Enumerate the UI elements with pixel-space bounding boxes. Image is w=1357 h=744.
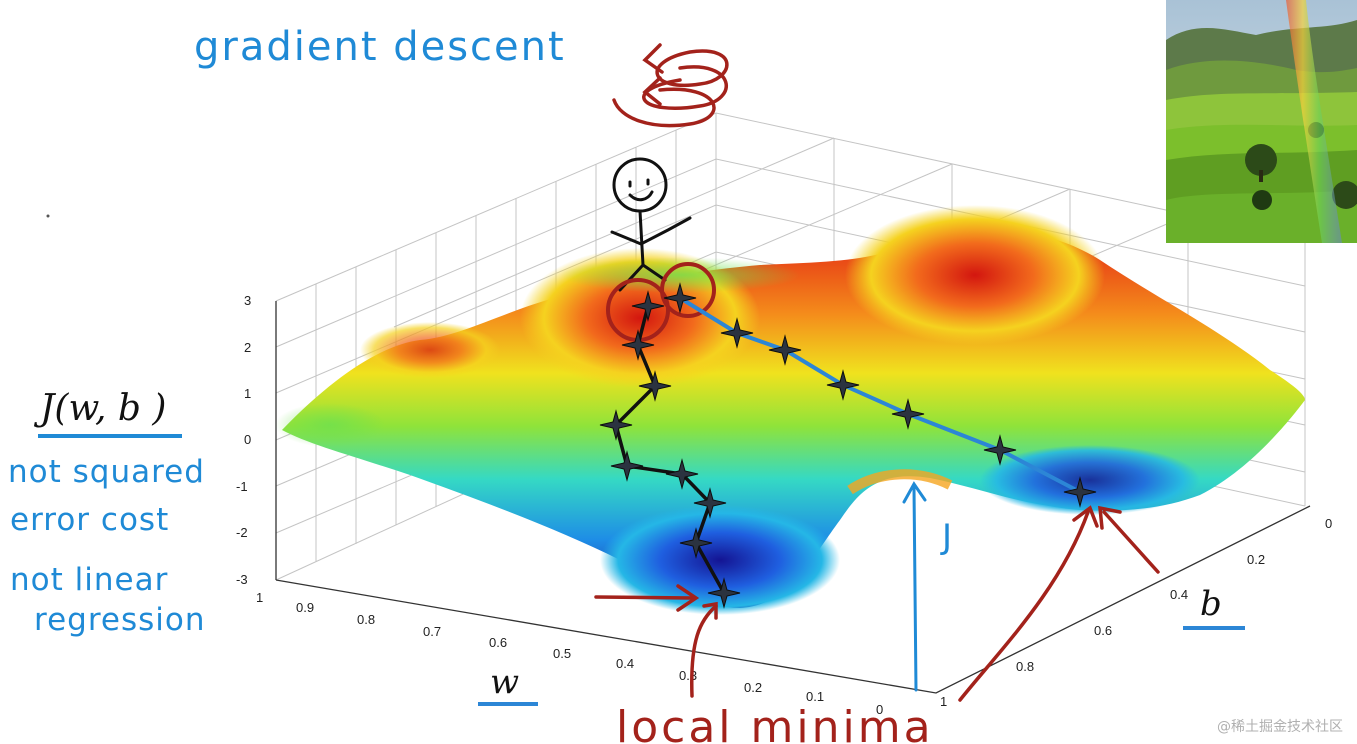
z-tick: 1 bbox=[244, 386, 251, 401]
w-tick: 0 bbox=[876, 702, 883, 717]
cost-surface bbox=[275, 205, 1305, 615]
local-minima-label: local minima bbox=[616, 702, 934, 744]
z-tick: -2 bbox=[236, 525, 248, 540]
b-axis-label: b bbox=[1200, 584, 1222, 624]
w-tick: 0.6 bbox=[489, 635, 507, 650]
step-marker bbox=[665, 458, 699, 490]
step-marker bbox=[638, 370, 672, 402]
w-tick: 0.8 bbox=[357, 612, 375, 627]
b-axis-ticks: 0 0.2 0.4 0.6 0.8 1 bbox=[940, 516, 1332, 709]
w-tick: 1 bbox=[256, 590, 263, 605]
w-axis-label: w bbox=[490, 662, 519, 702]
note-line-1: not squared bbox=[8, 454, 205, 490]
step-marker bbox=[621, 329, 655, 361]
w-tick: 0.4 bbox=[616, 656, 634, 671]
step-marker bbox=[720, 317, 754, 349]
step-marker bbox=[599, 409, 633, 441]
w-tick: 0.9 bbox=[296, 600, 314, 615]
step-marker bbox=[768, 334, 802, 366]
w-axis-underline bbox=[478, 702, 538, 706]
j-label: J bbox=[940, 517, 952, 557]
step-marker bbox=[891, 398, 925, 430]
b-tick: 0 bbox=[1325, 516, 1332, 531]
z-tick: -3 bbox=[236, 572, 248, 587]
note-line-2: error cost bbox=[10, 502, 169, 538]
cost-function-underline bbox=[38, 434, 182, 438]
step-marker bbox=[610, 450, 644, 482]
note-line-4: regression bbox=[34, 602, 205, 638]
z-tick: 2 bbox=[244, 340, 251, 355]
step-marker bbox=[679, 527, 713, 559]
cost-function-label: J(w, b ) bbox=[33, 388, 166, 429]
axis-base-edges bbox=[275, 301, 1311, 694]
minima-arrows bbox=[594, 505, 1160, 702]
step-marker bbox=[983, 434, 1017, 466]
step-markers bbox=[599, 282, 1097, 609]
b-tick: 0.4 bbox=[1170, 587, 1188, 602]
w-tick: 0.5 bbox=[553, 646, 571, 661]
z-tick: 0 bbox=[244, 432, 251, 447]
z-tick: 3 bbox=[244, 293, 251, 308]
stick-figure-icon bbox=[610, 157, 692, 292]
w-tick: 0.7 bbox=[423, 624, 441, 639]
step-marker bbox=[707, 577, 741, 609]
b-tick: 1 bbox=[940, 694, 947, 709]
j-height-arrow bbox=[902, 481, 927, 692]
w-tick: 0.1 bbox=[806, 689, 824, 704]
dizzy-swirl-icon bbox=[612, 43, 729, 128]
step-marker bbox=[663, 282, 697, 314]
stray-dot bbox=[46, 214, 50, 218]
w-tick: 0.2 bbox=[744, 680, 762, 695]
w-tick: 0.3 bbox=[679, 668, 697, 683]
watermark: @稀土掘金技术社区 bbox=[1217, 719, 1343, 735]
step-marker bbox=[1063, 476, 1097, 508]
b-axis-underline bbox=[1183, 626, 1245, 630]
w-axis-ticks: 1 0.9 0.8 0.7 0.6 0.5 0.4 0.3 0.2 0.1 0 bbox=[256, 590, 883, 717]
b-tick: 0.2 bbox=[1247, 552, 1265, 567]
landscape-photo bbox=[1166, 0, 1357, 243]
z-tick: -1 bbox=[236, 479, 248, 494]
step-marker bbox=[826, 369, 860, 401]
b-tick: 0.8 bbox=[1016, 659, 1034, 674]
step-marker bbox=[631, 290, 665, 322]
b-tick: 0.6 bbox=[1094, 623, 1112, 638]
step-marker bbox=[693, 487, 727, 519]
z-axis-ticks: 3 2 1 0 -1 -2 -3 bbox=[236, 293, 251, 587]
note-line-3: not linear bbox=[10, 562, 168, 598]
page-title: gradient descent bbox=[194, 24, 566, 70]
